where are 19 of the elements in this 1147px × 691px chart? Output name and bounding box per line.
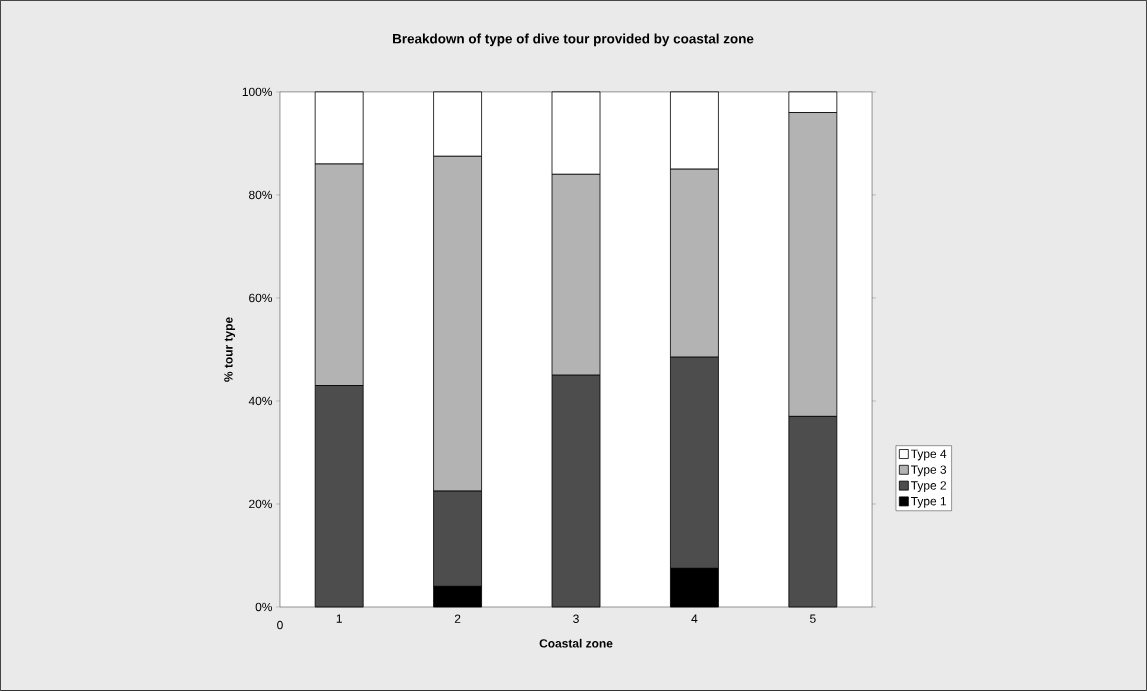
y-tick-label: 20%: [249, 499, 273, 509]
y-tick-label: 60%: [249, 293, 273, 303]
legend-label: Type 2: [910, 481, 947, 493]
legend-label: Type 4: [910, 449, 947, 461]
y-axis-title: % tour type: [224, 317, 236, 382]
legend-label: Type 1: [910, 497, 947, 508]
x-tick-label: 4: [691, 614, 698, 623]
text: 0: [277, 620, 283, 630]
x-axis-title: Coastal zone: [539, 638, 613, 648]
x-tick-label: 1: [336, 614, 342, 623]
x-tick-label: 3: [573, 614, 579, 624]
y-tick-label: 0%: [255, 602, 273, 612]
chart-title: Breakdown of type of dive tour provided by coastal zone: [393, 33, 754, 47]
y-tick-label: 40%: [248, 396, 273, 406]
y-tick-label: 80%: [249, 190, 273, 200]
x-tick-label: 5: [810, 614, 816, 623]
y-tick-label: 100%: [242, 87, 272, 97]
legend-label: Type 3: [910, 465, 947, 477]
x-tick-label: 2: [454, 614, 461, 623]
